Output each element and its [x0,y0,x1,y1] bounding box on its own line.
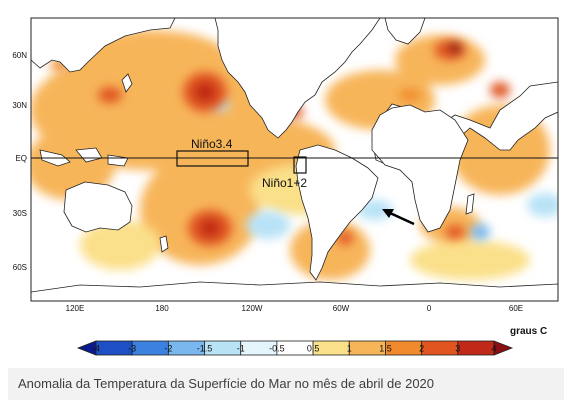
greenland [384,18,426,45]
lat-label-30n: 30N [12,101,27,110]
nino12-box [293,156,307,174]
colorbar-tick-label: -0.5 [269,344,285,354]
longitude-labels: 120E 180 120W 60W 0 60E [66,304,523,313]
figure-caption: Anomalia da Temperatura da Superfície do… [8,368,564,400]
south-america-landmass [295,144,379,281]
antarctica-landmass [31,281,558,301]
nino34-label: Niño3.4 [191,137,233,151]
lon-label-120e: 120E [66,304,85,313]
colorbar-tick-label: -1.5 [197,344,213,354]
land-masses [31,18,558,301]
nino34-box [176,150,249,167]
colorbar-cell [457,340,495,356]
colorbar-cell [95,340,133,356]
colorbar-tick-label: 1 [347,344,352,354]
sst-anomaly-map: Niño3.4 Niño1+2 60N 30N EQ 30S 60S 120E … [12,17,559,356]
colorbar-tick-label: 0.5 [307,344,320,354]
australia-landmass [63,181,133,233]
lon-label-60e: 60E [509,304,523,313]
colorbar-tick-label: -2 [164,344,172,354]
arrow-icon [382,209,415,226]
colorbar-tick-label: 4 [491,344,496,354]
africa-landmass [371,104,469,233]
anomaly-field [31,18,558,301]
colorbar: -4 -3 -2 -1.5 -1 -0.5 0.5 1 1.5 2 3 4 [76,340,514,356]
latitude-labels: 60N 30N EQ 30S 60S [12,51,27,272]
colorbar-tick-label: 3 [455,344,460,354]
colorbar-tick-label: 2 [419,344,424,354]
colorbar-tick-label: -1 [237,344,245,354]
map-frame [30,17,559,302]
colorbar-unit-label: graus C [510,326,547,337]
lon-label-0: 0 [427,304,432,313]
lat-label-60s: 60S [13,263,27,272]
lat-label-30s: 30S [13,209,27,218]
new-zealand [159,235,169,253]
colorbar-tick-label: -4 [92,344,100,354]
colorbar-tick-label: -3 [128,344,136,354]
colorbar-cell [131,340,169,356]
nino12-label: Niño1+2 [262,176,307,190]
madagascar [465,193,475,215]
lon-label-60w: 60W [333,304,350,313]
lat-label-60n: 60N [12,51,27,60]
lon-label-120w: 120W [242,304,263,313]
japan [121,73,133,93]
lon-label-180: 180 [155,304,169,313]
lat-label-eq: EQ [15,154,27,163]
colorbar-arrow-right [493,340,514,356]
north-america-landmass [214,18,381,139]
colorbar-tick-label: 1.5 [379,344,392,354]
colorbar-cell [421,340,459,356]
